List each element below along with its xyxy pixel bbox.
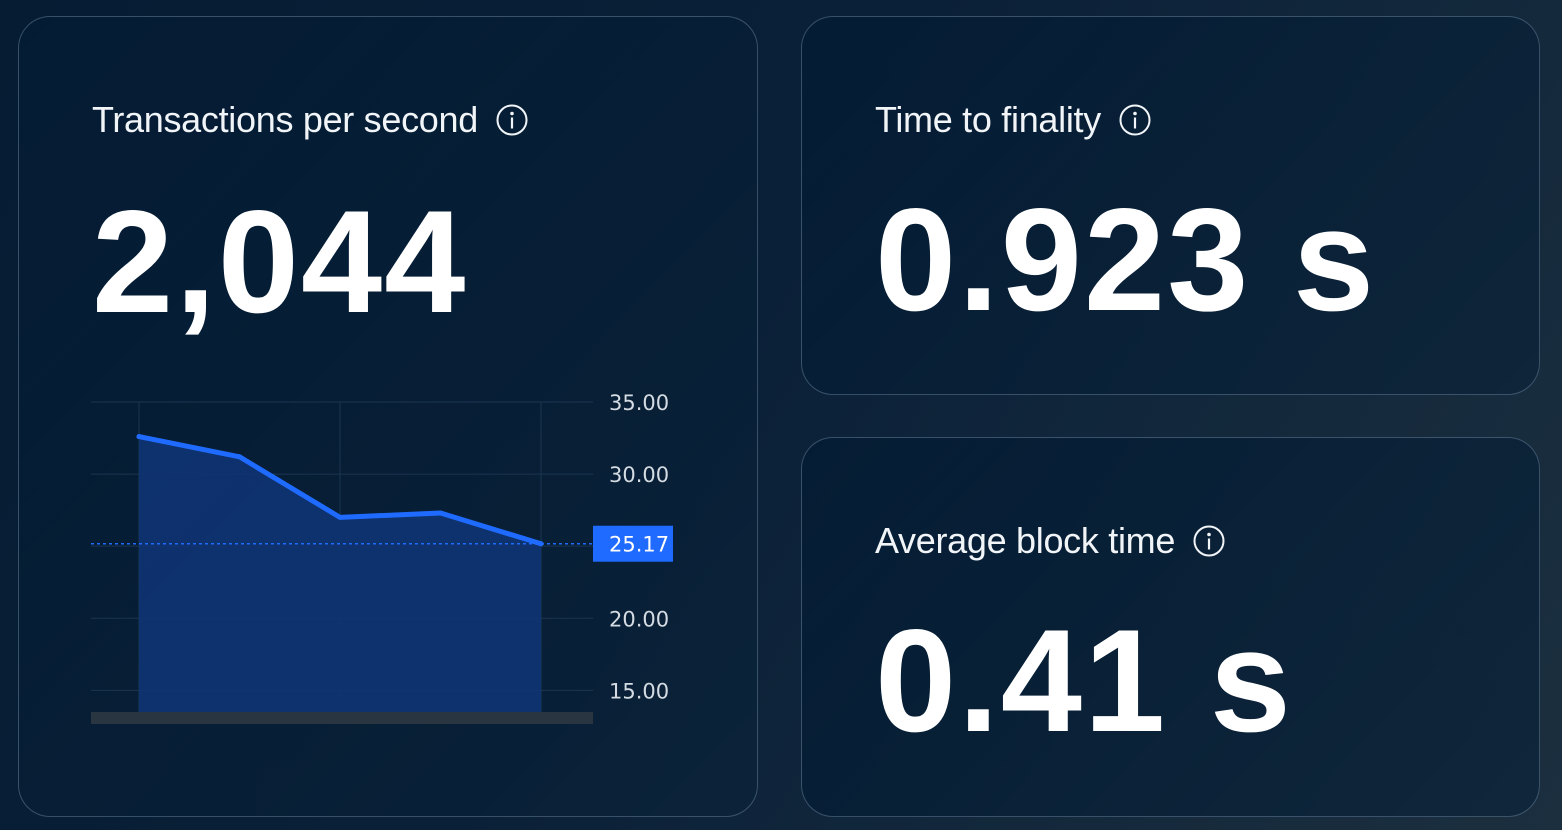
y-tick-label: 15.00: [609, 679, 669, 703]
ttf-value: 0.923 s: [875, 178, 1377, 341]
abt-title: Average block time: [875, 520, 1176, 561]
tps-title: Transactions per second: [92, 99, 478, 140]
last-value-label: 25.17: [609, 533, 669, 557]
abt-title-row: Average block time: [875, 520, 1225, 562]
series-area: [139, 436, 541, 712]
ttf-title: Time to finality: [875, 99, 1101, 140]
tps-title-row: Transactions per second: [92, 99, 528, 141]
y-tick-label: 30.00: [609, 463, 669, 487]
y-tick-label: 35.00: [609, 391, 669, 415]
tps-value: 2,044: [92, 180, 468, 343]
data-point: [237, 454, 242, 460]
data-point: [438, 510, 443, 516]
ttf-title-row: Time to finality: [875, 99, 1151, 141]
data-point: [337, 514, 343, 520]
average-block-time-card: Average block time 0.41 s: [801, 437, 1540, 817]
y-tick-label: 20.00: [609, 607, 669, 631]
info-circle-icon[interactable]: [1193, 525, 1225, 557]
time-to-finality-card: Time to finality 0.923 s: [801, 16, 1540, 395]
info-circle-icon[interactable]: [496, 104, 528, 136]
tps-card: Transactions per second 2,044 35.00 30.00…: [18, 16, 758, 817]
time-scale-strip: [91, 712, 593, 724]
data-point: [136, 434, 142, 440]
abt-value: 0.41 s: [875, 599, 1293, 762]
info-circle-icon[interactable]: [1119, 104, 1151, 136]
tps-chart: 35.00 30.00 20.00 15.00 25.17: [91, 391, 673, 724]
last-value-badge: [593, 525, 673, 562]
